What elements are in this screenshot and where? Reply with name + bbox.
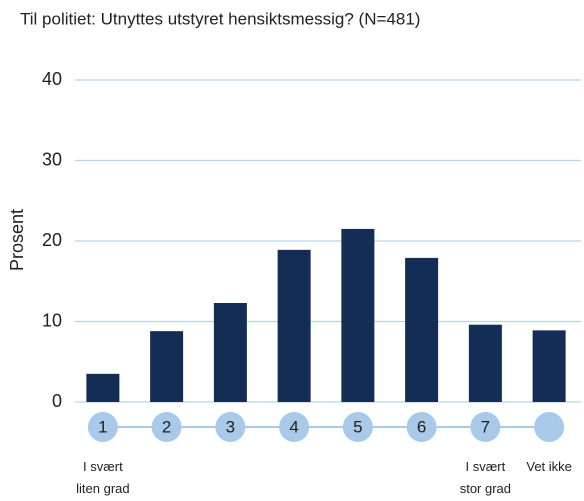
x-tick-label: 7 [481, 417, 490, 436]
category-note: I svært liten grad [76, 459, 130, 496]
category-marker [215, 412, 246, 442]
bar [405, 257, 439, 402]
x-tick-label: 6 [417, 417, 426, 436]
bar [86, 373, 120, 402]
y-tick-label: 0 [52, 391, 62, 411]
x-tick-label: 5 [353, 417, 362, 436]
x-tick-label: 3 [226, 417, 235, 436]
bar [532, 330, 566, 402]
category-note: I svært stor grad [459, 459, 512, 496]
chart-title: Til politiet: Utnyttes utstyret hensikts… [20, 9, 420, 28]
category-marker [151, 412, 182, 442]
x-tick-label: 1 [98, 417, 107, 436]
category-marker [534, 412, 565, 442]
bar [213, 302, 247, 402]
y-tick-label: 20 [42, 230, 62, 250]
bar [341, 228, 375, 402]
bar [150, 331, 184, 402]
y-tick-label: 10 [42, 310, 62, 330]
bar [468, 324, 502, 402]
category-marker [470, 412, 501, 442]
category-marker [279, 412, 310, 442]
category-note: Vet ikke [526, 459, 572, 474]
y-tick-label: 40 [42, 69, 62, 89]
y-axis-label: Prosent [7, 209, 27, 271]
y-tick-label: 30 [42, 149, 62, 169]
category-marker [406, 412, 437, 442]
category-marker [87, 412, 118, 442]
category-marker [342, 412, 373, 442]
bar [277, 249, 311, 402]
x-tick-label: 4 [289, 417, 298, 436]
x-tick-label: 2 [162, 417, 171, 436]
